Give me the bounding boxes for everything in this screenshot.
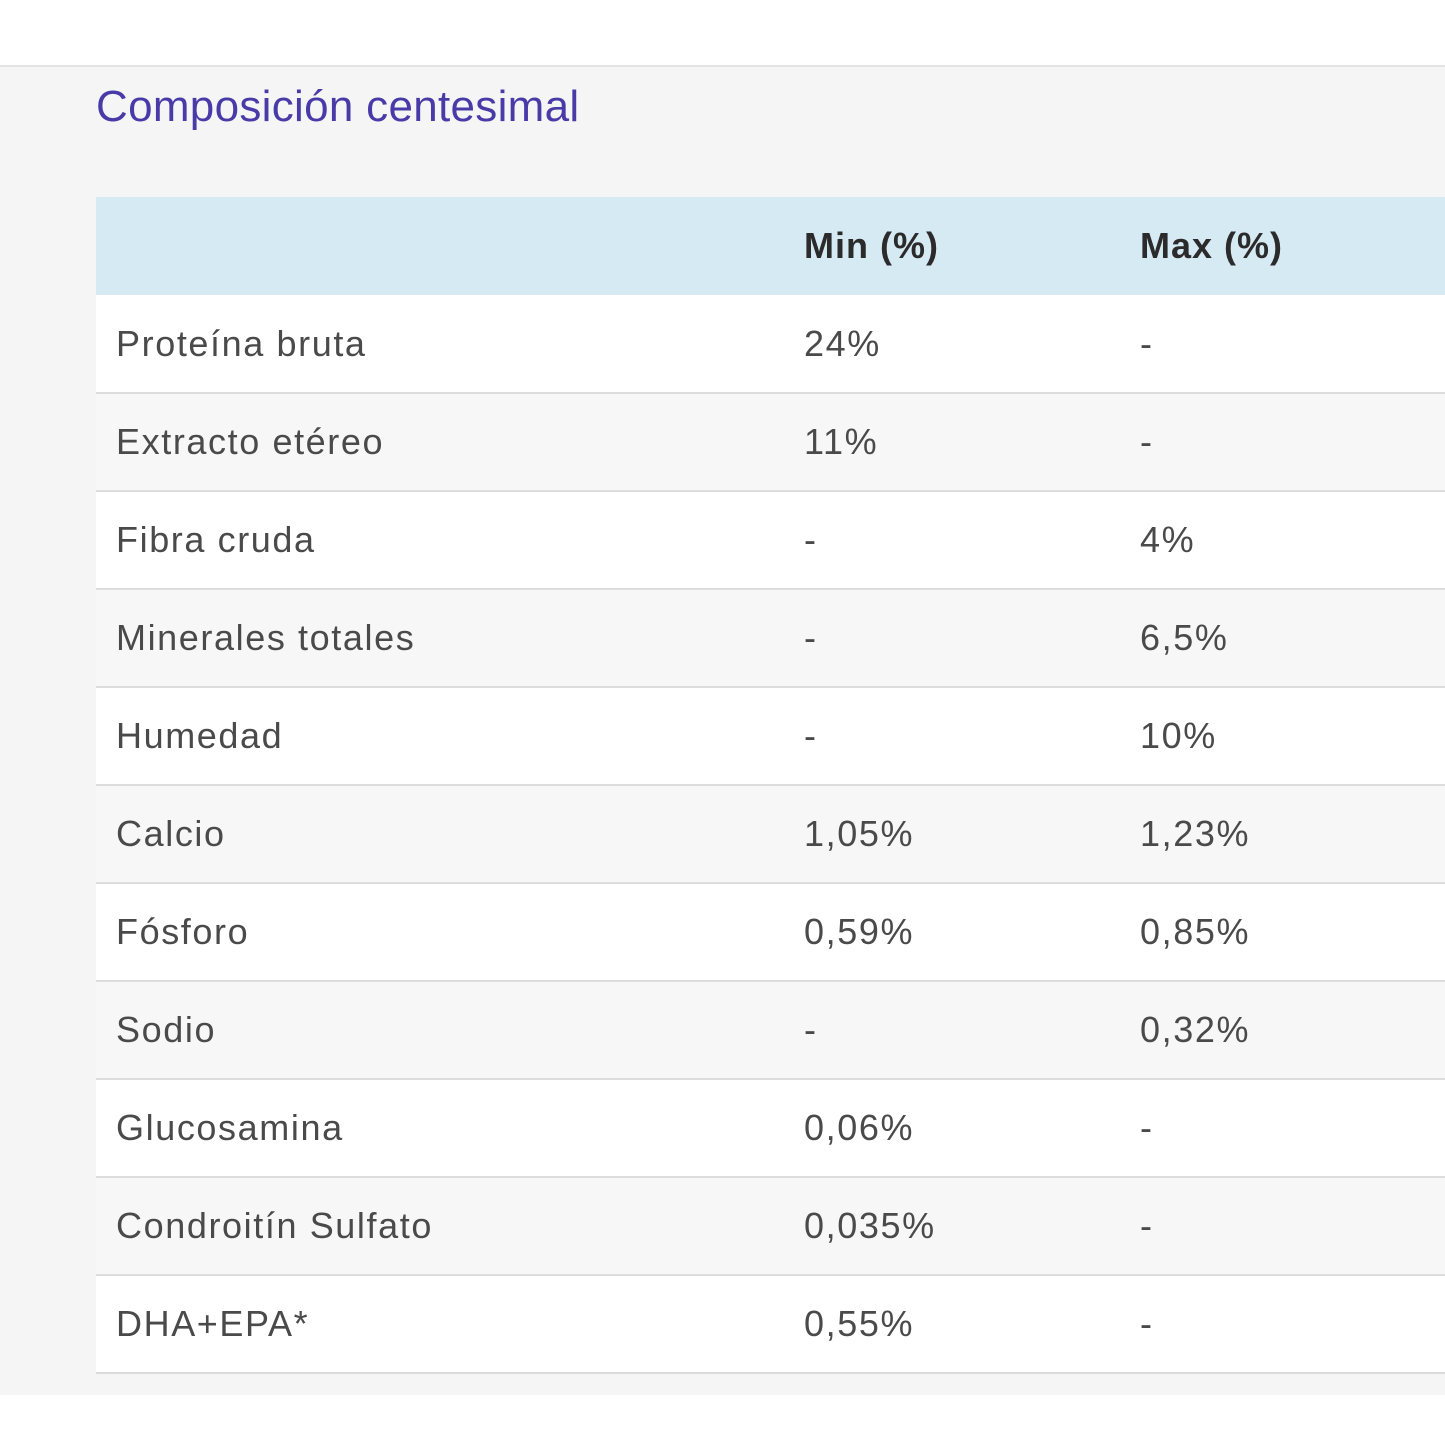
nutrient-min: -: [804, 519, 818, 560]
nutrient-name: Fibra cruda: [116, 519, 316, 560]
nutrient-min: 0,06%: [804, 1107, 915, 1148]
bottom-strip: [0, 1395, 1445, 1445]
nutrient-min: 24%: [804, 322, 881, 364]
top-strip: [0, 0, 1445, 67]
nutrient-name: Humedad: [116, 715, 284, 756]
table-row: DHA+EPA* 0,55% -: [96, 1275, 1445, 1373]
nutrient-min: 1,05%: [804, 813, 915, 854]
table-row: Fibra cruda - 4%: [96, 491, 1445, 589]
header-max: Max (%): [1140, 225, 1284, 266]
nutrient-max: 0,32%: [1140, 1009, 1251, 1050]
nutrient-max: 6,5%: [1140, 617, 1229, 658]
table-row: Condroitín Sulfato 0,035% -: [96, 1177, 1445, 1275]
nutrient-name: Glucosamina: [116, 1107, 344, 1148]
nutrient-max: 1,23%: [1140, 813, 1251, 854]
nutrient-min: -: [804, 715, 818, 756]
nutrient-min: 0,59%: [804, 911, 915, 952]
nutrient-name: Proteína bruta: [116, 322, 367, 364]
nutrient-name: Sodio: [116, 1009, 217, 1050]
header-min: Min (%): [804, 225, 939, 266]
nutrient-min: -: [804, 617, 818, 658]
nutrient-name: Minerales totales: [116, 617, 416, 658]
composition-section: Composición centesimal Min (%) Max (%) P…: [0, 67, 1445, 1395]
nutrient-max: -: [1140, 1303, 1154, 1344]
table-row: Glucosamina 0,06% -: [96, 1079, 1445, 1177]
table-row: Fósforo 0,59% 0,85%: [96, 883, 1445, 981]
nutrient-min: 11%: [804, 421, 879, 462]
nutrient-name: Calcio: [116, 813, 226, 854]
table-row: Proteína bruta 24% -: [96, 295, 1445, 393]
nutrient-name: Fósforo: [116, 911, 250, 952]
header-name: [96, 197, 804, 295]
table-row: Minerales totales - 6,5%: [96, 589, 1445, 687]
composition-table: Min (%) Max (%) Proteína bruta 24% - Ext…: [96, 197, 1445, 1374]
nutrient-max: 0,85%: [1140, 911, 1251, 952]
table-row: Extracto etéreo 11% -: [96, 393, 1445, 491]
table-header-row: Min (%) Max (%): [96, 197, 1445, 295]
nutrient-name: DHA+EPA*: [116, 1303, 310, 1344]
table-row: Sodio - 0,32%: [96, 981, 1445, 1079]
nutrient-min: 0,035%: [804, 1205, 936, 1246]
table-row: Humedad - 10%: [96, 687, 1445, 785]
nutrient-max: -: [1140, 322, 1154, 364]
nutrient-name: Condroitín Sulfato: [116, 1205, 433, 1246]
nutrient-max: -: [1140, 1107, 1154, 1148]
nutrient-max: 10%: [1140, 715, 1217, 756]
nutrient-max: -: [1140, 1205, 1154, 1246]
nutrient-min: -: [804, 1009, 818, 1050]
table-row: Calcio 1,05% 1,23%: [96, 785, 1445, 883]
nutrient-max: -: [1140, 421, 1154, 462]
nutrient-name: Extracto etéreo: [116, 421, 385, 462]
nutrient-min: 0,55%: [804, 1303, 915, 1344]
nutrient-max: 4%: [1140, 519, 1196, 560]
section-title: Composición centesimal: [96, 82, 580, 131]
